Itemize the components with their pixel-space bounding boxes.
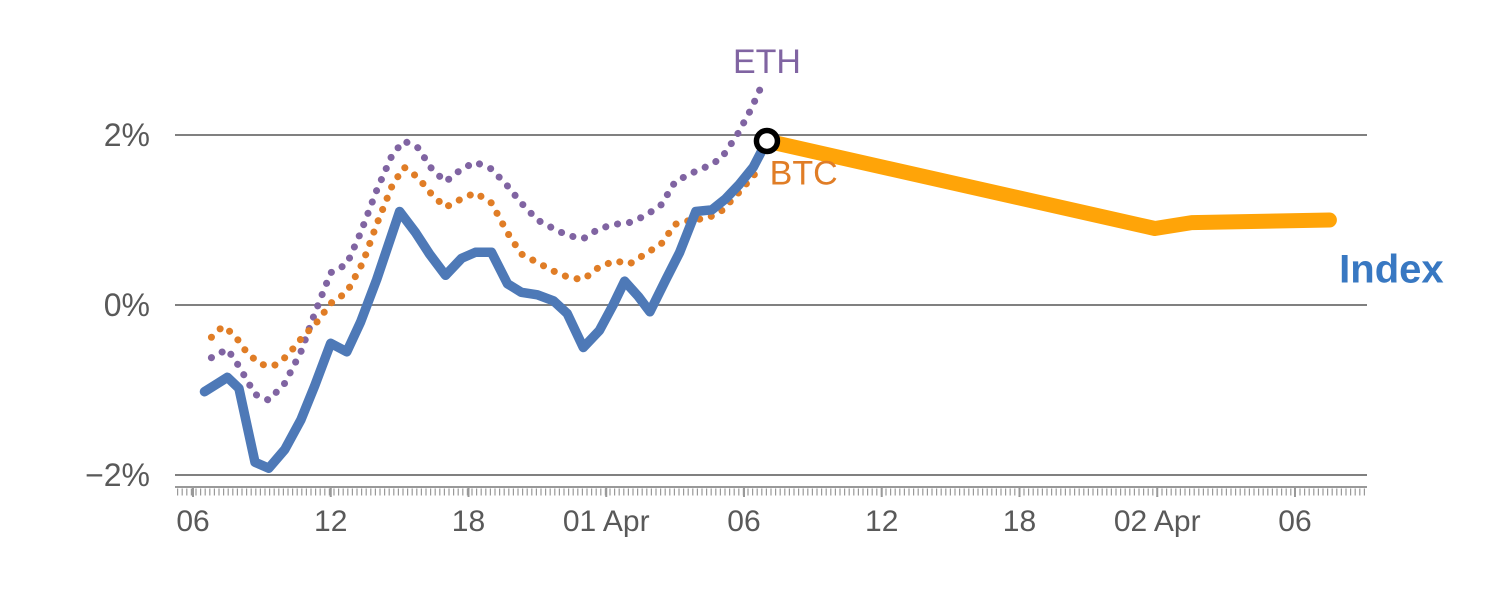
series-eth-line: [207, 80, 766, 404]
series-index-highlight-line: [759, 133, 1337, 236]
x-tick-label: 18: [452, 505, 485, 538]
x-tick-label: 06: [1278, 505, 1311, 538]
x-tick-label: 18: [1003, 505, 1036, 538]
y-tick-label: 0%: [104, 287, 150, 323]
x-tick-label: 06: [176, 505, 209, 538]
x-tick-label: 12: [314, 505, 347, 538]
series-label-eth: ETH: [733, 43, 801, 81]
x-tick-label: 12: [865, 505, 898, 538]
x-tick-label: 01 Apr: [563, 505, 650, 538]
series-label-index: Index: [1339, 247, 1443, 291]
x-tick-label: 02 Apr: [1114, 505, 1201, 538]
y-tick-label: −2%: [85, 457, 150, 493]
y-tick-label: 2%: [104, 117, 150, 153]
series-btc-line: [207, 163, 759, 370]
current-point-marker: [753, 127, 781, 155]
series-index-line: [199, 136, 772, 473]
series-label-btc: BTC: [770, 154, 838, 192]
x-tick-label: 06: [727, 505, 760, 538]
